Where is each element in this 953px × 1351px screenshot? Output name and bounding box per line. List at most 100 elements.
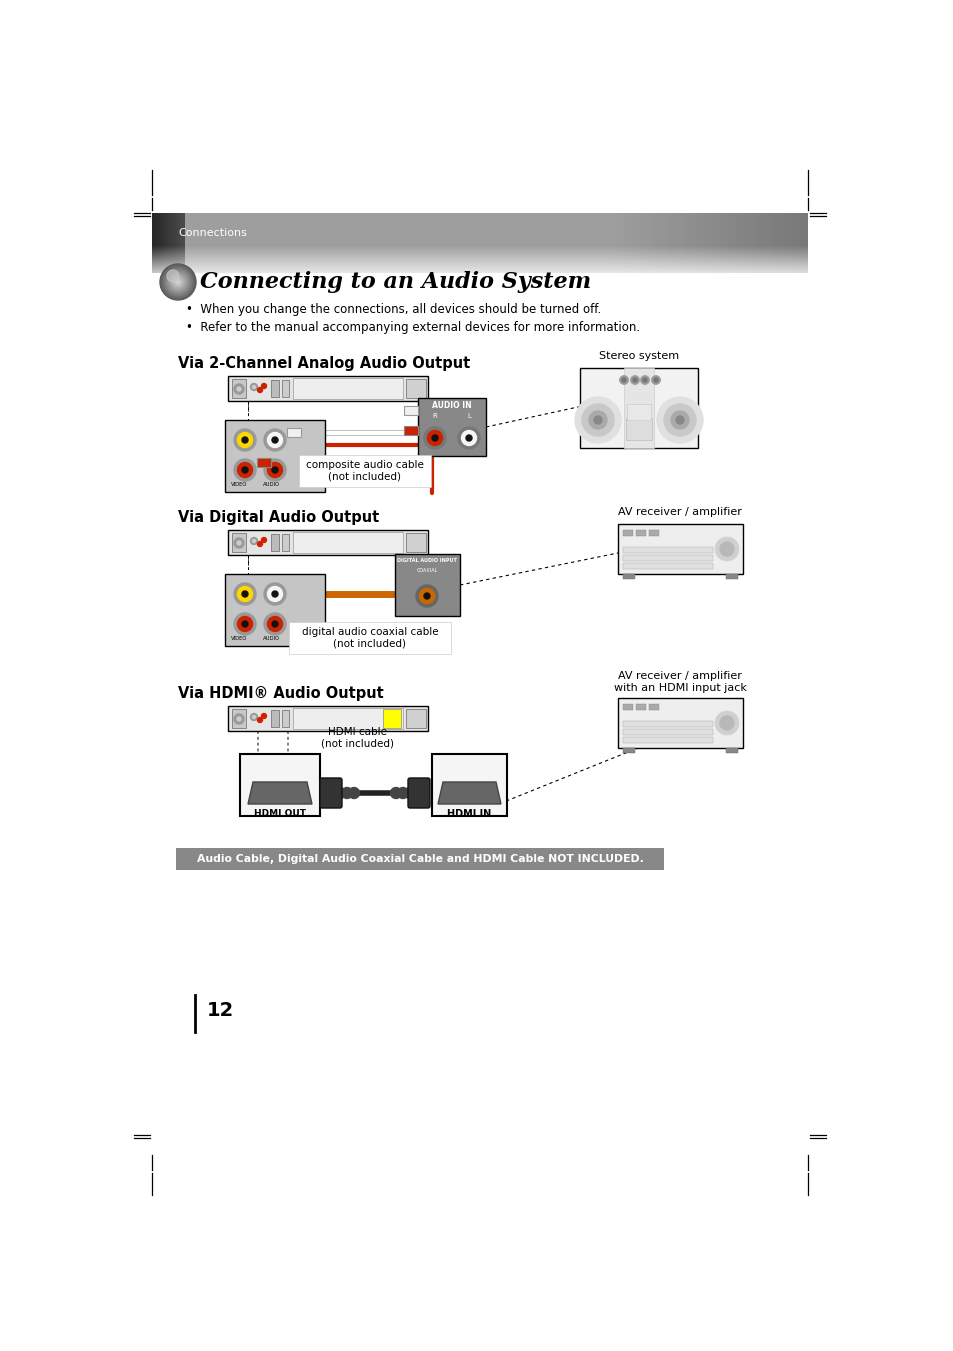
Bar <box>228 530 428 555</box>
Bar <box>228 707 428 731</box>
Circle shape <box>242 436 248 443</box>
Bar <box>271 534 278 551</box>
Bar <box>622 704 633 711</box>
Circle shape <box>166 270 190 295</box>
Text: AUDIO: AUDIO <box>262 635 279 640</box>
Text: HDMI IN: HDMI IN <box>446 809 491 819</box>
Bar <box>293 532 402 553</box>
Circle shape <box>233 459 255 481</box>
Circle shape <box>251 713 257 720</box>
FancyBboxPatch shape <box>408 778 430 808</box>
Bar <box>282 711 289 727</box>
Circle shape <box>651 376 659 385</box>
Bar <box>240 754 319 816</box>
Text: Connections: Connections <box>178 228 247 238</box>
Circle shape <box>714 536 739 561</box>
Circle shape <box>341 788 352 798</box>
Circle shape <box>237 432 253 447</box>
FancyBboxPatch shape <box>289 621 451 654</box>
Bar <box>625 417 651 440</box>
Circle shape <box>257 717 262 723</box>
Bar <box>622 563 712 569</box>
Circle shape <box>171 276 185 289</box>
Bar <box>626 404 650 420</box>
Circle shape <box>253 539 255 543</box>
Bar <box>271 380 278 397</box>
Circle shape <box>594 416 601 424</box>
Circle shape <box>236 540 241 544</box>
Bar <box>403 407 417 415</box>
Circle shape <box>257 388 262 393</box>
Text: •  Refer to the manual accompanying external devices for more information.: • Refer to the manual accompanying exter… <box>186 320 639 334</box>
Text: AUDIO IN: AUDIO IN <box>432 400 472 409</box>
Text: 12: 12 <box>207 1001 234 1020</box>
Bar <box>618 698 742 748</box>
Circle shape <box>461 431 476 446</box>
Circle shape <box>233 384 244 394</box>
Circle shape <box>427 431 442 446</box>
Circle shape <box>241 620 249 628</box>
Circle shape <box>164 267 192 296</box>
Bar <box>406 380 426 399</box>
Circle shape <box>720 542 733 557</box>
Bar <box>406 709 426 728</box>
Text: Stereo system: Stereo system <box>598 351 679 361</box>
Bar <box>287 428 301 436</box>
Circle shape <box>170 274 186 290</box>
Circle shape <box>233 713 244 724</box>
Circle shape <box>169 273 187 290</box>
Circle shape <box>233 538 244 549</box>
Circle shape <box>172 276 184 288</box>
Circle shape <box>167 270 179 282</box>
Bar <box>403 426 417 435</box>
Circle shape <box>618 376 628 385</box>
Bar <box>622 555 712 561</box>
Text: R: R <box>432 413 436 419</box>
Circle shape <box>676 416 683 424</box>
Circle shape <box>657 397 702 443</box>
Bar <box>225 574 325 646</box>
Circle shape <box>236 386 241 390</box>
Bar <box>579 367 698 449</box>
Bar <box>175 848 663 870</box>
Circle shape <box>397 788 408 798</box>
Bar <box>232 380 246 399</box>
Bar <box>293 708 402 730</box>
Circle shape <box>264 584 286 605</box>
Bar <box>725 748 738 753</box>
Polygon shape <box>248 782 312 804</box>
FancyBboxPatch shape <box>298 455 431 486</box>
Circle shape <box>237 462 253 477</box>
Bar <box>395 554 459 616</box>
Circle shape <box>168 272 188 292</box>
Text: Via 2-Channel Analog Audio Output: Via 2-Channel Analog Audio Output <box>178 357 470 372</box>
Bar <box>622 738 712 743</box>
Text: Audio Cable, Digital Audio Coaxial Cable and HDMI Cable NOT INCLUDED.: Audio Cable, Digital Audio Coaxial Cable… <box>196 854 642 865</box>
Circle shape <box>261 384 266 389</box>
Circle shape <box>267 586 282 601</box>
Text: VIDEO: VIDEO <box>231 481 247 486</box>
Bar <box>622 730 712 735</box>
Text: AUDIO: AUDIO <box>262 481 279 486</box>
Circle shape <box>233 613 255 635</box>
Bar <box>622 748 635 753</box>
Circle shape <box>242 467 248 473</box>
Text: VIDEO: VIDEO <box>231 635 247 640</box>
Circle shape <box>654 378 658 382</box>
Circle shape <box>432 435 437 440</box>
Circle shape <box>272 467 277 473</box>
Bar <box>293 378 402 399</box>
Circle shape <box>161 265 194 299</box>
Circle shape <box>457 427 479 449</box>
Circle shape <box>267 462 282 477</box>
Circle shape <box>242 590 248 597</box>
Circle shape <box>465 435 472 440</box>
Bar <box>648 530 659 536</box>
Text: HDMI OUT: HDMI OUT <box>253 809 306 819</box>
Bar <box>232 709 246 728</box>
Circle shape <box>251 538 257 544</box>
Text: •  When you change the connections, all devices should be turned off.: • When you change the connections, all d… <box>186 304 600 316</box>
Text: COAXIAL: COAXIAL <box>416 569 437 574</box>
Circle shape <box>175 280 180 284</box>
Text: HDMI cable
(not included): HDMI cable (not included) <box>321 727 395 748</box>
